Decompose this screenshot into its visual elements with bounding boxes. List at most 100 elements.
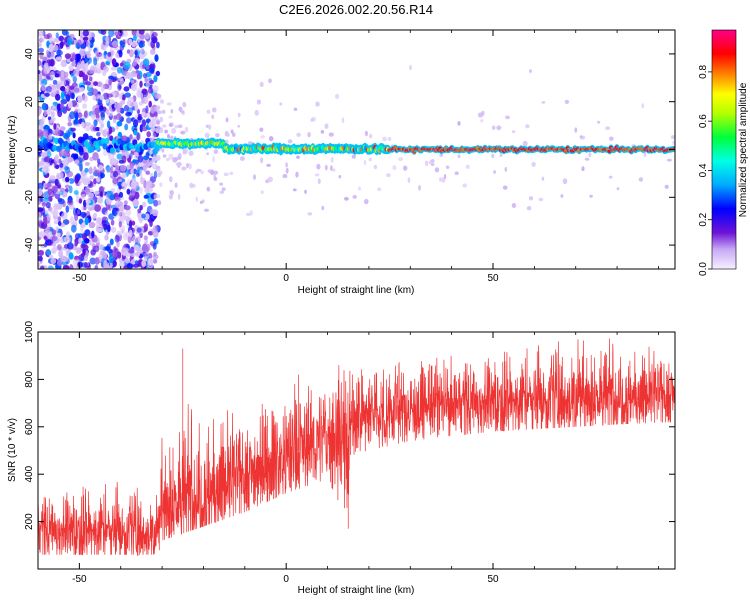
spectrogram-cell [72,132,76,139]
colorbar-cell [712,85,736,89]
spectrogram-cell [147,258,154,266]
spectrogram-cell [200,170,204,175]
spectrogram-cell [178,106,183,112]
spectrogram-cell [51,247,56,254]
spectrogram-cell [118,50,123,58]
spectrogram-cell [124,92,131,98]
spectrogram-cell [51,104,56,110]
spectrogram-cell [100,83,105,93]
spectrogram-cell [208,124,212,130]
spectrogram-cell [71,61,77,67]
colorbar-cell [712,199,736,202]
spectrogram-cell [204,132,210,139]
spectrogram-cell [148,121,153,128]
spectrogram-cell [424,160,429,167]
spectrogram-cell [121,155,127,164]
spectrogram-cell [105,98,110,104]
spectrogram-cell [118,93,123,100]
spectrogram-cell [43,34,50,40]
spectrogram-ridge-cell [54,137,60,144]
spectrogram-cell [108,102,113,111]
spectrogram-cell [330,156,334,163]
spectrogram-cell [511,203,517,208]
spectrogram-cell [154,54,159,62]
x-tick-label: 0 [283,273,289,284]
spectrogram-cell [69,216,74,225]
spectrogram-cell [136,172,140,177]
spectrogram-cell [54,155,59,164]
spectrogram-cell [664,184,669,189]
spectrogram-cell [55,226,59,233]
spectrogram-cell [56,174,62,180]
colorbar-cell [712,61,736,65]
spectrogram-cell [111,209,118,217]
spectrogram-cell [465,164,470,169]
spectrogram-cell [60,71,65,78]
spectrogram-cell [71,53,76,61]
spectrogram-cell [268,78,272,84]
spectrogram-cell [304,189,307,194]
y-tick-label: 400 [24,465,35,482]
spectrogram-cell [54,178,59,186]
colorbar-cell [712,145,736,149]
spectrogram-cell [140,176,144,185]
spectrogram-cell [47,188,53,196]
colorbar: 0.0 0.2 0.4 0.6 0.8 Normalized spectral ampl… [698,29,749,276]
spectrogram-cell [116,67,122,74]
colorbar-cell [712,89,736,93]
spectrogram-cell [60,102,64,111]
spectrogram-cell [49,209,55,214]
spectrogram-cell [126,137,130,143]
spectrogram-cell [260,135,265,139]
spectrogram-cell [107,51,112,57]
spectrogram-cell [137,113,142,119]
spectrogram-cell [151,228,158,233]
spectrogram-cell [285,162,288,168]
spectrogram-cell [84,122,92,127]
colorbar-cell [712,245,736,248]
spectrogram-cell [91,214,97,219]
spectrogram-cell [96,131,101,137]
spectrogram-cell [155,70,161,77]
spectrogram-cell [111,40,119,48]
spectrogram-cell [287,139,293,144]
spectrogram-cell [295,171,299,178]
spectrogram-cell [97,158,101,164]
spectrogram-cell [123,247,129,253]
spectrogram-cell [608,175,613,179]
spectrogram-cell [71,265,79,269]
spectrogram-cell [145,170,150,175]
colorbar-cell [712,171,736,174]
spectrogram-cell [128,49,134,58]
spectrogram-cell [237,124,241,128]
spectrogram-cell [80,121,85,128]
spectrogram-cell [46,151,52,158]
spectrogram-cell [279,102,283,106]
colorbar-cell [712,209,736,212]
colorbar-tick-label: 0.8 [698,64,709,78]
spectrogram-cell [107,190,114,199]
spectrogram-cell [68,185,73,194]
colorbar-cell [712,107,736,111]
spectrogram-cell [136,248,141,253]
spectrogram-cell [53,123,57,130]
spectrogram-cell [46,213,51,222]
spectrogram-cell [62,265,70,269]
spectrogram-cell [50,111,55,118]
spectrogram-cell [130,180,137,189]
colorbar-cell [712,151,736,155]
spectrogram-cell [219,182,224,186]
spectrogram-cell [99,109,106,115]
spectrogram-cell [38,59,42,67]
colorbar-cell [712,119,736,123]
colorbar-cell [712,213,736,216]
spectrogram-cell [40,122,44,131]
spectrogram-cell [97,30,105,34]
spectrogram-cell [152,242,157,250]
spectrogram-cell [96,228,103,233]
spectrogram-cell [364,130,368,137]
colorbar-cell [712,117,736,121]
spectrogram-cell [148,67,155,73]
spectrogram-cell [169,176,173,183]
spectrogram-cell [86,210,91,217]
